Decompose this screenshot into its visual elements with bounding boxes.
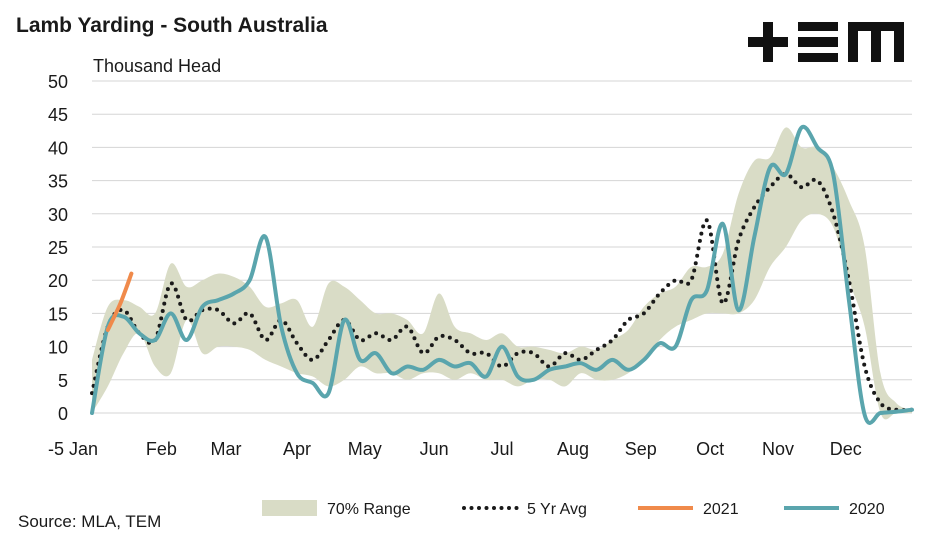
x-tick-label: Aug <box>557 439 589 459</box>
y-tick-label: 15 <box>48 304 68 324</box>
y-tick-label: 30 <box>48 205 68 225</box>
y-tick-label: 25 <box>48 238 68 258</box>
y-tick-label: 20 <box>48 271 68 291</box>
legend-label-70-range: 70% Range <box>327 501 411 518</box>
y-tick-label: 5 <box>58 371 68 391</box>
series-line-2021 <box>105 271 134 332</box>
y-tick-label: 40 <box>48 138 68 158</box>
legend-swatch-70-range <box>262 500 317 516</box>
legend-label-5-yr-avg: 5 Yr Avg <box>527 501 587 518</box>
x-tick-label: Sep <box>625 439 657 459</box>
y-tick-label: 10 <box>48 338 68 358</box>
x-tick-label: Mar <box>211 439 242 459</box>
legend: 70% Range 5 Yr Avg 2021 2020 <box>262 500 885 518</box>
series-line-2020 <box>90 124 914 425</box>
x-tick-label: Dec <box>830 439 862 459</box>
series-line-5-yr-avg <box>90 171 914 413</box>
chart-title: Lamb Yarding - South Australia <box>16 14 328 37</box>
x-tick-label: Apr <box>283 439 311 459</box>
y-tick-label: 45 <box>48 105 68 125</box>
x-tick-label: Feb <box>146 439 177 459</box>
source-note: Source: MLA, TEM <box>18 512 162 531</box>
y-axis-ticks: 0 5 10 15 20 25 30 35 40 45 50 <box>48 72 68 424</box>
y-axis-unit-label: Thousand Head <box>93 56 221 76</box>
tem-logo-mark <box>748 22 904 62</box>
y-tick-label: 0 <box>58 404 68 424</box>
legend-label-2021: 2021 <box>703 501 739 518</box>
plot-area <box>90 124 914 425</box>
x-tick-label: Jul <box>490 439 513 459</box>
x-tick-label: May <box>348 439 382 459</box>
legend-label-2020: 2020 <box>849 501 885 518</box>
x-tick-label: Oct <box>696 439 724 459</box>
x-tick-label: Nov <box>762 439 794 459</box>
x-axis-ticks: -5 Jan Feb Mar Apr May Jun Jul Aug Sep Oct Nov Dec <box>48 439 862 459</box>
range-band <box>92 127 912 420</box>
y-tick-label: 35 <box>48 172 68 192</box>
tem-logo <box>748 20 904 64</box>
x-tick-label: -5 Jan <box>48 439 98 459</box>
x-tick-label: Jun <box>420 439 449 459</box>
y-tick-label: 50 <box>48 72 68 92</box>
